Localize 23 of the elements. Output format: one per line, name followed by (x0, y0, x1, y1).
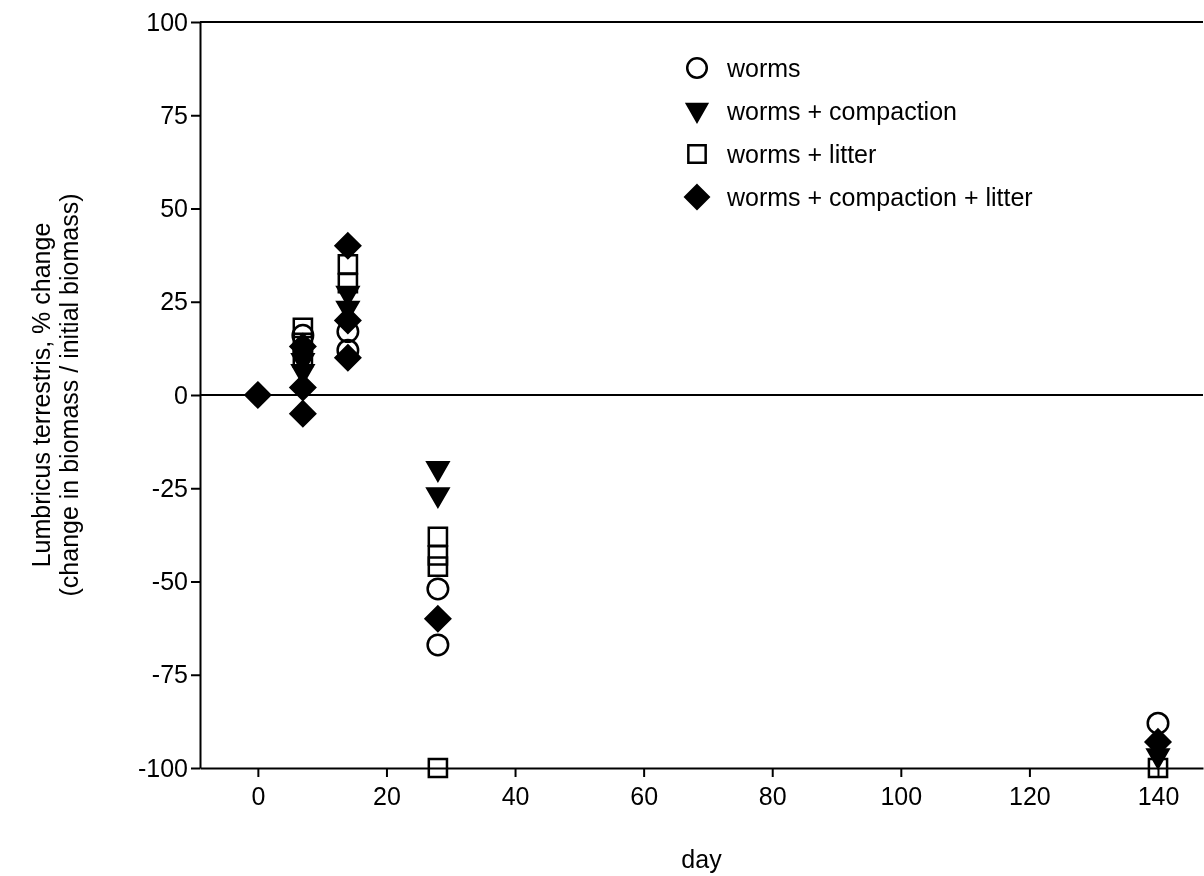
y-tick-label: 0 (174, 380, 188, 409)
y-tick-label: 50 (160, 194, 188, 222)
legend-label: worms + compaction (726, 97, 957, 125)
y-tick-label: 25 (160, 287, 188, 316)
x-tick-label: 120 (1009, 782, 1051, 810)
legend-label: worms + litter (726, 140, 877, 168)
x-tick-label: 80 (758, 782, 787, 810)
y-tick-label: 75 (160, 100, 188, 129)
x-tick-label: 60 (630, 782, 659, 810)
legend-label: worms + compaction + litter (726, 183, 1033, 211)
x-tick-label: 40 (501, 782, 530, 810)
y-tick-label: -100 (137, 753, 188, 782)
x-tick-label: 100 (880, 782, 923, 810)
x-axis-title: day (681, 845, 723, 873)
legend-label: worms (726, 54, 801, 82)
y-tick-label: -25 (151, 473, 188, 502)
x-tick-label: 0 (251, 782, 266, 810)
x-tick-label: 20 (373, 782, 401, 810)
y-tick-label: 100 (146, 7, 188, 36)
y-tick-label: -50 (151, 567, 188, 595)
y-tick-label: -75 (151, 660, 188, 689)
x-tick-label: 140 (1137, 782, 1180, 810)
y-axis-title: Lumbricus terrestris, % change (change in biomass / initial biomass) (27, 193, 83, 597)
